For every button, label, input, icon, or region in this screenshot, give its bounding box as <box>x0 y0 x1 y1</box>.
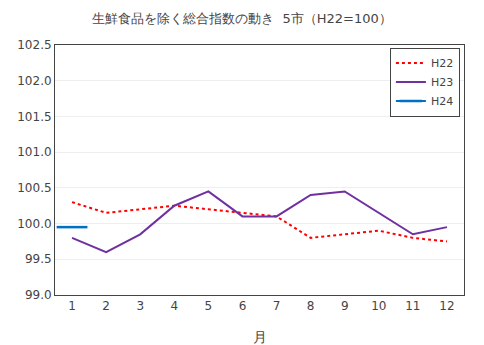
svg-text:1: 1 <box>68 299 76 313</box>
svg-text:2: 2 <box>102 299 110 313</box>
svg-text:5: 5 <box>205 299 213 313</box>
svg-text:102.0: 102.0 <box>17 74 51 88</box>
svg-text:12: 12 <box>439 299 454 313</box>
svg-text:6: 6 <box>239 299 247 313</box>
svg-text:生鮮食品を除く総合指数の動き 5市（H22=100）: 生鮮食品を除く総合指数の動き 5市（H22=100） <box>92 11 392 26</box>
svg-text:H24: H24 <box>431 95 453 108</box>
svg-text:3: 3 <box>136 299 144 313</box>
svg-text:7: 7 <box>273 299 281 313</box>
svg-text:H22: H22 <box>431 57 453 70</box>
svg-text:101.5: 101.5 <box>17 110 51 124</box>
svg-text:99.0: 99.0 <box>25 288 52 302</box>
svg-text:101.0: 101.0 <box>17 145 51 159</box>
svg-text:100.5: 100.5 <box>17 181 51 195</box>
svg-text:11: 11 <box>405 299 420 313</box>
svg-text:99.5: 99.5 <box>25 252 52 266</box>
svg-text:8: 8 <box>307 299 315 313</box>
svg-text:100.0: 100.0 <box>17 217 51 231</box>
svg-text:9: 9 <box>341 299 349 313</box>
svg-text:102.5: 102.5 <box>17 38 51 52</box>
svg-text:月: 月 <box>253 329 267 345</box>
svg-text:H23: H23 <box>431 76 453 89</box>
svg-text:4: 4 <box>170 299 178 313</box>
svg-text:10: 10 <box>371 299 386 313</box>
